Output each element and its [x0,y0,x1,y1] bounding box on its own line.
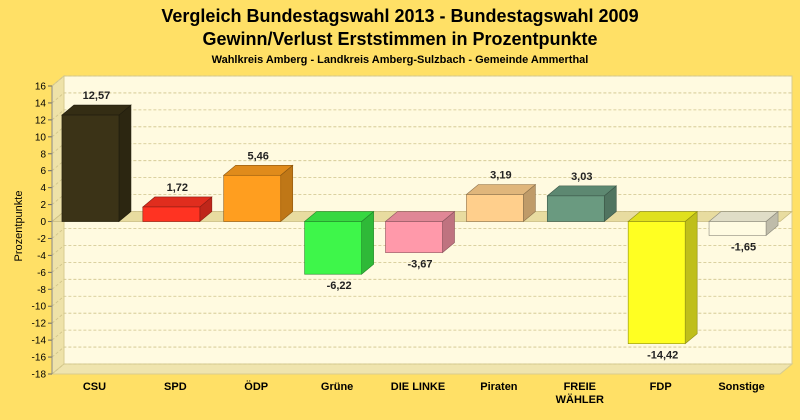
bar-front [142,206,201,222]
x-tick-label-line: SPD [164,381,187,393]
gridline [51,92,792,104]
data-label: 1,72 [167,182,188,194]
gridline [51,75,792,87]
data-label: -3,67 [407,259,432,271]
y-tick-label: -12 [32,319,47,330]
bar-front [627,221,686,344]
data-label: 3,19 [490,170,511,182]
y-tick-label: 12 [35,115,47,126]
x-tick-label-line: CSU [83,381,106,393]
bar-front [546,195,605,222]
y-tick-label: -4 [37,251,46,262]
bar-front [385,221,443,253]
x-tick-label-line: Sonstige [718,381,764,393]
x-tick-label: Piraten [480,381,518,393]
x-tick-label-line: Grüne [321,381,353,393]
bar-top [384,211,456,222]
gridline [51,228,792,239]
y-tick-label: 4 [40,183,46,194]
gridline [51,295,792,307]
bar-front [708,221,767,236]
gridline [51,329,792,341]
gridline [51,109,792,121]
bar-csu [61,104,132,223]
y-tick-label: -16 [32,353,47,364]
gridline [51,346,792,358]
gridline [51,261,792,273]
x-tick-label-line: ÖDP [244,380,268,393]
bar-side [684,210,698,345]
x-tick-label: FREIE WÄHLER [556,381,604,406]
bar-fdp [627,210,698,345]
y-tick-label: 6 [40,166,46,177]
bar-side [118,104,132,223]
bar-top [465,184,537,195]
y-axis-title: Prozentpunkte [13,191,25,262]
bar--dp [222,164,294,223]
chart-title: Vergleich Bundestagswahl 2013 - Bundesta… [161,6,638,26]
bar-piraten [465,183,537,223]
bar-freie-w-hler [546,185,618,223]
plot-floor [50,363,794,375]
x-tick-label: SPD [164,381,187,393]
data-label: 5,46 [248,150,269,162]
y-tick-label: 14 [35,98,47,109]
x-tick-label-line: DIE LINKE [391,381,445,393]
bar-front [466,194,524,222]
x-tick-label: DIE LINKE [391,381,445,393]
gridline [51,312,792,324]
y-tick-label: 0 [40,217,46,228]
y-tick-label: 16 [35,82,47,93]
data-label: 3,03 [571,171,592,183]
x-tick-label: Sonstige [718,381,764,393]
bar-front [223,174,282,222]
data-label: -1,65 [731,242,756,254]
x-tick-label: ÖDP [244,380,268,393]
y-tick-label: -2 [37,234,46,245]
y-tick-label: -8 [37,285,46,296]
bar-spd [142,196,213,223]
y-tick-label: 8 [40,149,46,160]
bar-top [546,185,618,197]
data-label: 12,57 [83,90,111,102]
chart-subtitle: Gewinn/Verlust Erststimmen in Prozentpun… [202,29,597,49]
x-tick-label-line: FDP [650,381,672,393]
gridline [51,278,792,290]
bar-top [61,104,132,116]
x-tick-label-line: Piraten [480,381,518,393]
x-tick-label: CSU [83,381,106,393]
bar-side [361,210,374,275]
bar-front [304,221,362,275]
bar-top [142,196,213,208]
y-tick-label: -14 [32,336,47,347]
bar-top [627,211,698,222]
y-tick-label: -6 [37,268,46,279]
bar-top [708,211,779,222]
x-tick-label: FDP [650,381,672,393]
y-tick-label: 2 [40,200,46,211]
data-label: -14,42 [647,350,678,362]
data-label: -6,22 [327,280,352,292]
bar-top [303,211,375,222]
bar-gr-ne [303,210,375,275]
x-tick-label: Grüne [321,381,353,393]
y-tick-label: -18 [32,370,47,381]
y-tick-label: 10 [35,132,47,143]
x-tick-label-line: FREIE [564,381,596,393]
bar-top [222,164,294,176]
bar-die-linke [384,210,456,254]
plot-area: 16 14 12 10 8 6 4 2 0 -2 -4 -6 -8 -10 -12 -14 -16 -18 12,5… [32,74,794,406]
gridline [51,363,792,375]
x-tick-label-line: WÄHLER [556,393,604,406]
chart-caption: Wahlkreis Amberg - Landkreis Amberg-Sulz… [212,54,589,66]
bar-sonstige [708,210,779,237]
y-tick-label: -10 [32,302,47,313]
bar-front [61,114,120,222]
gridline [51,245,792,256]
